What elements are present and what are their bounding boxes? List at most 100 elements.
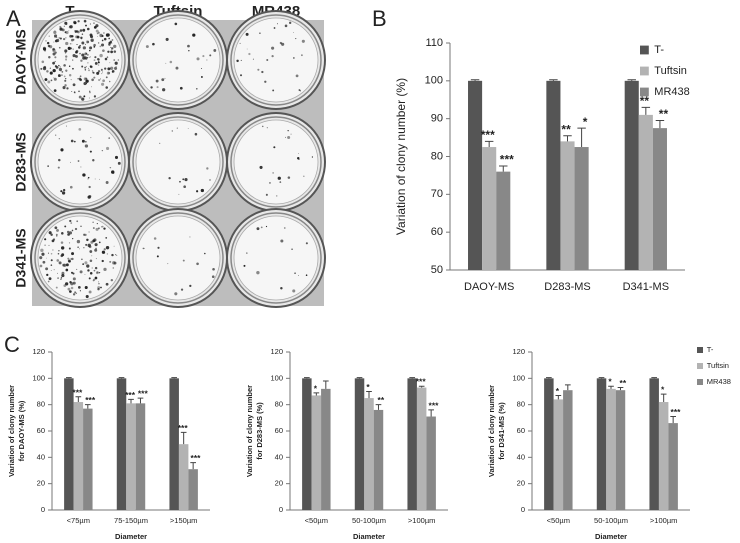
x-tick-label: D341-MS — [623, 281, 669, 293]
colony — [152, 42, 155, 46]
colony — [60, 71, 62, 73]
colony — [88, 194, 92, 198]
bar — [574, 147, 589, 270]
colony — [111, 253, 114, 257]
colony — [77, 20, 80, 23]
x-axis-label: Diameter — [115, 532, 147, 541]
error-bar — [366, 391, 372, 399]
bar — [116, 378, 127, 510]
colony — [69, 42, 72, 45]
colony — [82, 46, 86, 50]
colony — [68, 220, 71, 222]
colony — [56, 235, 58, 237]
colony — [179, 86, 183, 90]
y-tick-label: 20 — [275, 479, 283, 488]
colony — [105, 282, 109, 286]
colony — [67, 46, 71, 50]
colony — [89, 250, 93, 253]
colony — [64, 49, 68, 53]
x-tick-label: >150µm — [170, 516, 197, 525]
colony — [79, 270, 83, 274]
colony — [65, 77, 67, 80]
bar — [482, 147, 497, 270]
error-bar — [322, 380, 329, 389]
colony — [94, 62, 98, 65]
colony — [66, 87, 69, 90]
colony — [81, 258, 83, 261]
colony — [56, 36, 58, 38]
colony — [112, 267, 115, 269]
y-tick-label: 80 — [517, 400, 525, 409]
colony — [259, 32, 261, 35]
legend-label: T- — [654, 44, 664, 56]
colony — [67, 257, 70, 260]
colony — [56, 228, 59, 232]
colony — [45, 40, 47, 42]
error-bar — [555, 394, 562, 400]
colony — [71, 257, 74, 261]
colony — [184, 178, 188, 182]
colony — [52, 249, 54, 251]
colony — [76, 220, 79, 223]
x-axis-label: Diameter — [595, 532, 627, 541]
colony — [91, 255, 93, 257]
colony — [257, 68, 260, 71]
colony — [64, 79, 67, 82]
significance-label: * — [556, 386, 560, 396]
colony — [105, 33, 110, 37]
error-bar — [563, 135, 572, 142]
error-bar — [66, 377, 72, 379]
legend-swatch — [697, 347, 703, 353]
colony — [71, 43, 73, 45]
y-axis-label: for DAOY-MS (%) — [17, 400, 26, 461]
colony — [280, 239, 284, 243]
error-bar — [564, 384, 571, 391]
colony — [40, 67, 43, 70]
colony — [54, 51, 57, 54]
colony — [83, 19, 87, 23]
bar — [302, 378, 312, 510]
x-tick-label: <50µm — [547, 516, 570, 525]
colony — [98, 283, 100, 285]
colony — [240, 59, 242, 61]
colony — [87, 62, 89, 64]
colony — [100, 226, 102, 228]
colony — [94, 56, 97, 59]
colony — [157, 246, 160, 249]
colony — [98, 78, 101, 82]
colony — [75, 50, 78, 54]
colony — [68, 74, 72, 77]
y-tick-label: 120 — [270, 347, 283, 356]
colony — [111, 47, 114, 50]
colony — [113, 59, 116, 61]
colony — [155, 79, 159, 83]
colony — [97, 36, 98, 37]
colony — [50, 233, 53, 236]
colony — [72, 48, 74, 50]
colony — [44, 78, 48, 81]
colony — [89, 271, 93, 275]
colony — [52, 61, 56, 65]
colony — [153, 237, 157, 240]
error-bar — [418, 385, 425, 388]
colony — [77, 246, 79, 248]
colony — [90, 38, 94, 42]
colony — [70, 161, 71, 163]
colony — [204, 252, 206, 255]
error-bar — [118, 377, 125, 379]
y-tick-label: 20 — [517, 479, 525, 488]
colony — [85, 79, 89, 83]
colony — [95, 258, 97, 260]
colony — [256, 227, 260, 231]
colony — [73, 91, 76, 93]
colony — [58, 46, 61, 49]
colony — [297, 274, 299, 276]
colony — [54, 36, 56, 38]
colony — [63, 75, 66, 78]
colony — [287, 135, 291, 140]
colony — [89, 33, 93, 37]
error-bar — [375, 404, 382, 410]
colony — [72, 83, 76, 87]
plate-inner-rim — [132, 116, 224, 208]
colony — [69, 25, 71, 28]
